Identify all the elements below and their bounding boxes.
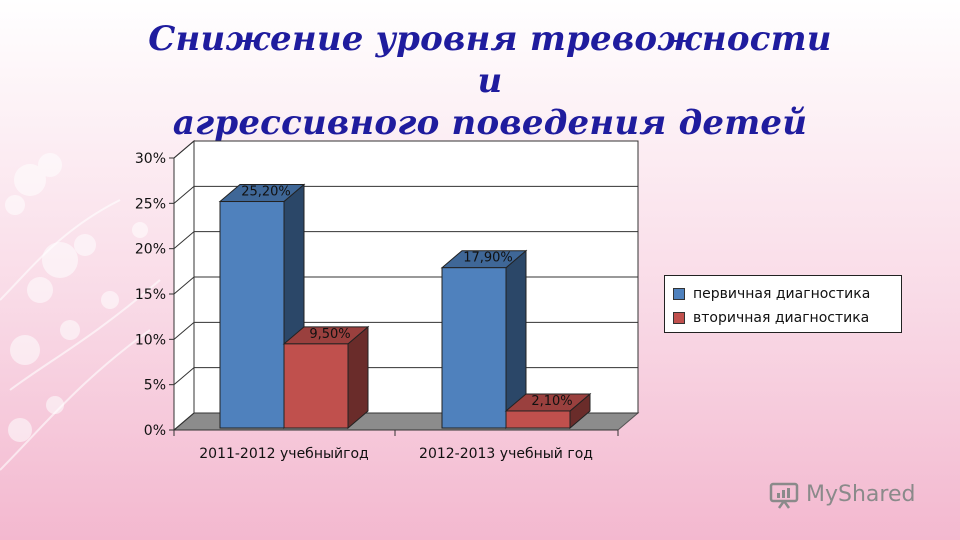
- gridline-side: [173, 367, 195, 386]
- page-title: Снижение уровня тревожности и агрессивно…: [140, 18, 840, 144]
- watermark: MyShared: [768, 478, 915, 510]
- bar: [219, 201, 285, 429]
- gridline-side: [173, 276, 195, 295]
- y-tick-label: 10%: [135, 332, 166, 348]
- bar: [441, 267, 507, 429]
- legend-label-secondary: вторичная диагностика: [693, 310, 870, 326]
- title-line-1: Снижение уровня тревожности и: [148, 19, 832, 101]
- chart-legend: первичная диагностика вторичная диагност…: [664, 275, 902, 333]
- data-label: 17,90%: [463, 251, 513, 266]
- y-tick-label: 5%: [144, 378, 166, 394]
- y-tick-label: 15%: [135, 287, 166, 303]
- gridline-side: [173, 231, 195, 250]
- bar: [505, 410, 571, 429]
- data-label: 9,50%: [309, 327, 350, 342]
- legend-swatch-primary: [673, 288, 685, 300]
- x-tick-label: 2012-2013 учебный год: [419, 446, 593, 462]
- data-label: 2,10%: [531, 394, 572, 409]
- gridline-side: [173, 185, 195, 204]
- watermark-text: MyShared: [806, 481, 916, 507]
- data-label: 25,20%: [241, 185, 291, 200]
- legend-item-secondary: вторичная диагностика: [673, 306, 893, 330]
- y-tick-label: 20%: [135, 242, 166, 258]
- gridline-side: [173, 412, 195, 431]
- y-tick-label: 0%: [144, 423, 166, 439]
- bar: [283, 343, 349, 429]
- x-tick-label: 2011-2012 учебныйгод: [199, 446, 368, 462]
- title-line-2: агрессивного поведения детей: [172, 103, 808, 143]
- gridline-side: [173, 140, 195, 159]
- y-tick-label: 25%: [135, 196, 166, 212]
- legend-label-primary: первичная диагностика: [693, 286, 871, 302]
- legend-item-primary: первичная диагностика: [673, 282, 893, 306]
- gridline-side: [173, 321, 195, 340]
- legend-swatch-secondary: [673, 312, 685, 324]
- bar-side: [347, 325, 369, 430]
- y-tick-label: 30%: [135, 151, 166, 167]
- presentation-icon: [769, 482, 799, 509]
